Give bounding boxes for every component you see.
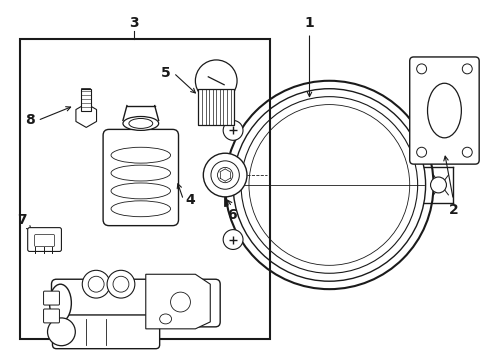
Circle shape — [210, 161, 239, 189]
FancyBboxPatch shape — [35, 235, 54, 247]
Text: 7: 7 — [17, 213, 26, 227]
Bar — [198, 89, 234, 125]
Polygon shape — [76, 104, 96, 127]
Polygon shape — [145, 274, 210, 329]
Ellipse shape — [49, 284, 71, 322]
Text: 1: 1 — [304, 16, 314, 30]
Circle shape — [88, 276, 104, 292]
FancyBboxPatch shape — [409, 57, 478, 164]
Circle shape — [170, 292, 190, 312]
Ellipse shape — [122, 117, 158, 130]
Circle shape — [223, 121, 243, 140]
Circle shape — [113, 276, 129, 292]
Circle shape — [416, 64, 426, 74]
FancyBboxPatch shape — [43, 309, 60, 323]
Bar — [81, 89, 91, 111]
Circle shape — [461, 147, 471, 157]
Circle shape — [461, 64, 471, 74]
Text: 8: 8 — [25, 113, 35, 127]
Circle shape — [223, 230, 243, 249]
Circle shape — [47, 318, 75, 346]
Text: 5: 5 — [161, 66, 170, 80]
Text: 6: 6 — [227, 208, 236, 222]
FancyBboxPatch shape — [51, 279, 220, 327]
Circle shape — [217, 167, 232, 183]
Ellipse shape — [427, 83, 460, 138]
Ellipse shape — [160, 314, 171, 324]
Text: 3: 3 — [129, 16, 139, 30]
Circle shape — [82, 270, 110, 298]
FancyBboxPatch shape — [103, 129, 178, 226]
FancyBboxPatch shape — [28, 228, 61, 251]
Text: 4: 4 — [185, 193, 195, 207]
Text: 2: 2 — [447, 203, 457, 217]
FancyBboxPatch shape — [43, 291, 60, 305]
Circle shape — [429, 177, 446, 193]
Circle shape — [203, 153, 246, 197]
Ellipse shape — [129, 118, 152, 129]
Circle shape — [107, 270, 135, 298]
Circle shape — [416, 147, 426, 157]
Circle shape — [195, 60, 237, 102]
FancyBboxPatch shape — [52, 315, 160, 349]
Bar — [20, 39, 269, 339]
